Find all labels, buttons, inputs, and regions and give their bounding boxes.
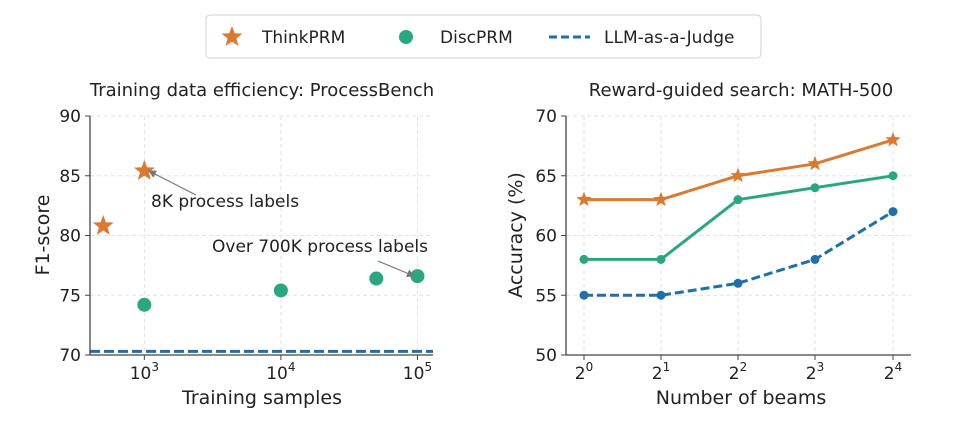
thinkprm-point xyxy=(885,131,901,147)
discprm-point xyxy=(888,171,898,181)
thinkprm-point xyxy=(730,167,746,183)
legend-label-discprm: DiscPRM xyxy=(440,28,513,48)
annotation-8k: 8K process labels xyxy=(151,192,299,212)
thinkprm-point xyxy=(133,159,155,180)
llm-as-a-judge-point xyxy=(656,290,666,300)
arrow-8k xyxy=(148,170,197,196)
llm-as-a-judge-point xyxy=(733,278,743,288)
right-y-tick-label: 65 xyxy=(535,167,557,187)
right-ticks: 50 55 60 65 70 20 21 22 23 24 xyxy=(535,107,902,384)
right-x-tick-label: 21 xyxy=(652,360,670,384)
right-chart-title: Reward-guided search: MATH-500 xyxy=(589,80,893,101)
right-y-tick-label: 55 xyxy=(535,286,557,306)
legend-frame xyxy=(205,14,762,59)
left-y-tick-label: 90 xyxy=(59,107,81,127)
right-y-tick-label: 70 xyxy=(535,107,557,127)
left-ticks: 70 75 80 85 90 103 104 105 xyxy=(59,107,432,384)
discprm-point xyxy=(369,271,384,286)
right-x-tick-label: 24 xyxy=(884,360,902,384)
left-y-tick-label: 75 xyxy=(59,286,81,306)
left-y-tick-label: 70 xyxy=(59,346,81,366)
left-grid xyxy=(90,115,433,356)
left-x-label: Training samples xyxy=(181,387,342,409)
right-grid xyxy=(566,115,911,356)
left-x-tick-label: 104 xyxy=(266,360,295,384)
right-y-tick-label: 60 xyxy=(535,227,557,247)
right-chart: Reward-guided search: MATH-500 50 55 60 65 7… xyxy=(505,80,911,409)
thinkprm-point xyxy=(807,155,823,171)
thinkprm-point xyxy=(92,214,114,235)
left-y-tick-label: 80 xyxy=(59,227,81,247)
right-y-label: Accuracy (%) xyxy=(505,172,527,298)
thinkprm-point xyxy=(653,191,669,207)
discprm-point xyxy=(656,254,666,264)
left-x-tick-label: 105 xyxy=(403,360,432,384)
legend-star-icon xyxy=(221,26,243,46)
left-x-tick-label: 103 xyxy=(130,360,159,384)
arrow-700k xyxy=(377,260,415,277)
right-x-tick-label: 20 xyxy=(575,360,593,384)
annotation-700k: Over 700K process labels xyxy=(212,237,428,257)
left-chart-title: Training data efficiency: ProcessBench xyxy=(89,80,434,101)
left-chart: Training data efficiency: ProcessBench 7… xyxy=(32,80,434,409)
right-x-tick-label: 23 xyxy=(806,360,824,384)
llm-as-a-judge-point xyxy=(579,290,589,300)
left-marks xyxy=(90,159,433,353)
discprm-point xyxy=(733,195,743,205)
discprm-point xyxy=(579,254,589,264)
legend-label-thinkprm: ThinkPRM xyxy=(261,28,345,48)
discprm-point xyxy=(410,269,425,284)
left-y-label: F1-score xyxy=(32,195,54,276)
discprm-point xyxy=(273,283,288,298)
llm-as-a-judge-line xyxy=(584,210,894,297)
legend-circle-icon xyxy=(399,30,413,44)
right-x-tick-label: 22 xyxy=(729,360,747,384)
discprm-point xyxy=(137,297,152,312)
legend: ThinkPRM DiscPRM LLM-as-a-Judge xyxy=(205,14,762,59)
llm-as-a-judge-point xyxy=(810,254,820,264)
left-y-tick-label: 85 xyxy=(59,167,81,187)
llm-as-a-judge-point xyxy=(888,207,898,217)
right-y-tick-label: 50 xyxy=(535,346,557,366)
discprm-point xyxy=(810,183,820,193)
right-marks xyxy=(576,131,901,300)
thinkprm-point xyxy=(576,191,592,207)
legend-label-llm-judge: LLM-as-a-Judge xyxy=(604,28,734,48)
right-x-label: Number of beams xyxy=(656,387,827,409)
